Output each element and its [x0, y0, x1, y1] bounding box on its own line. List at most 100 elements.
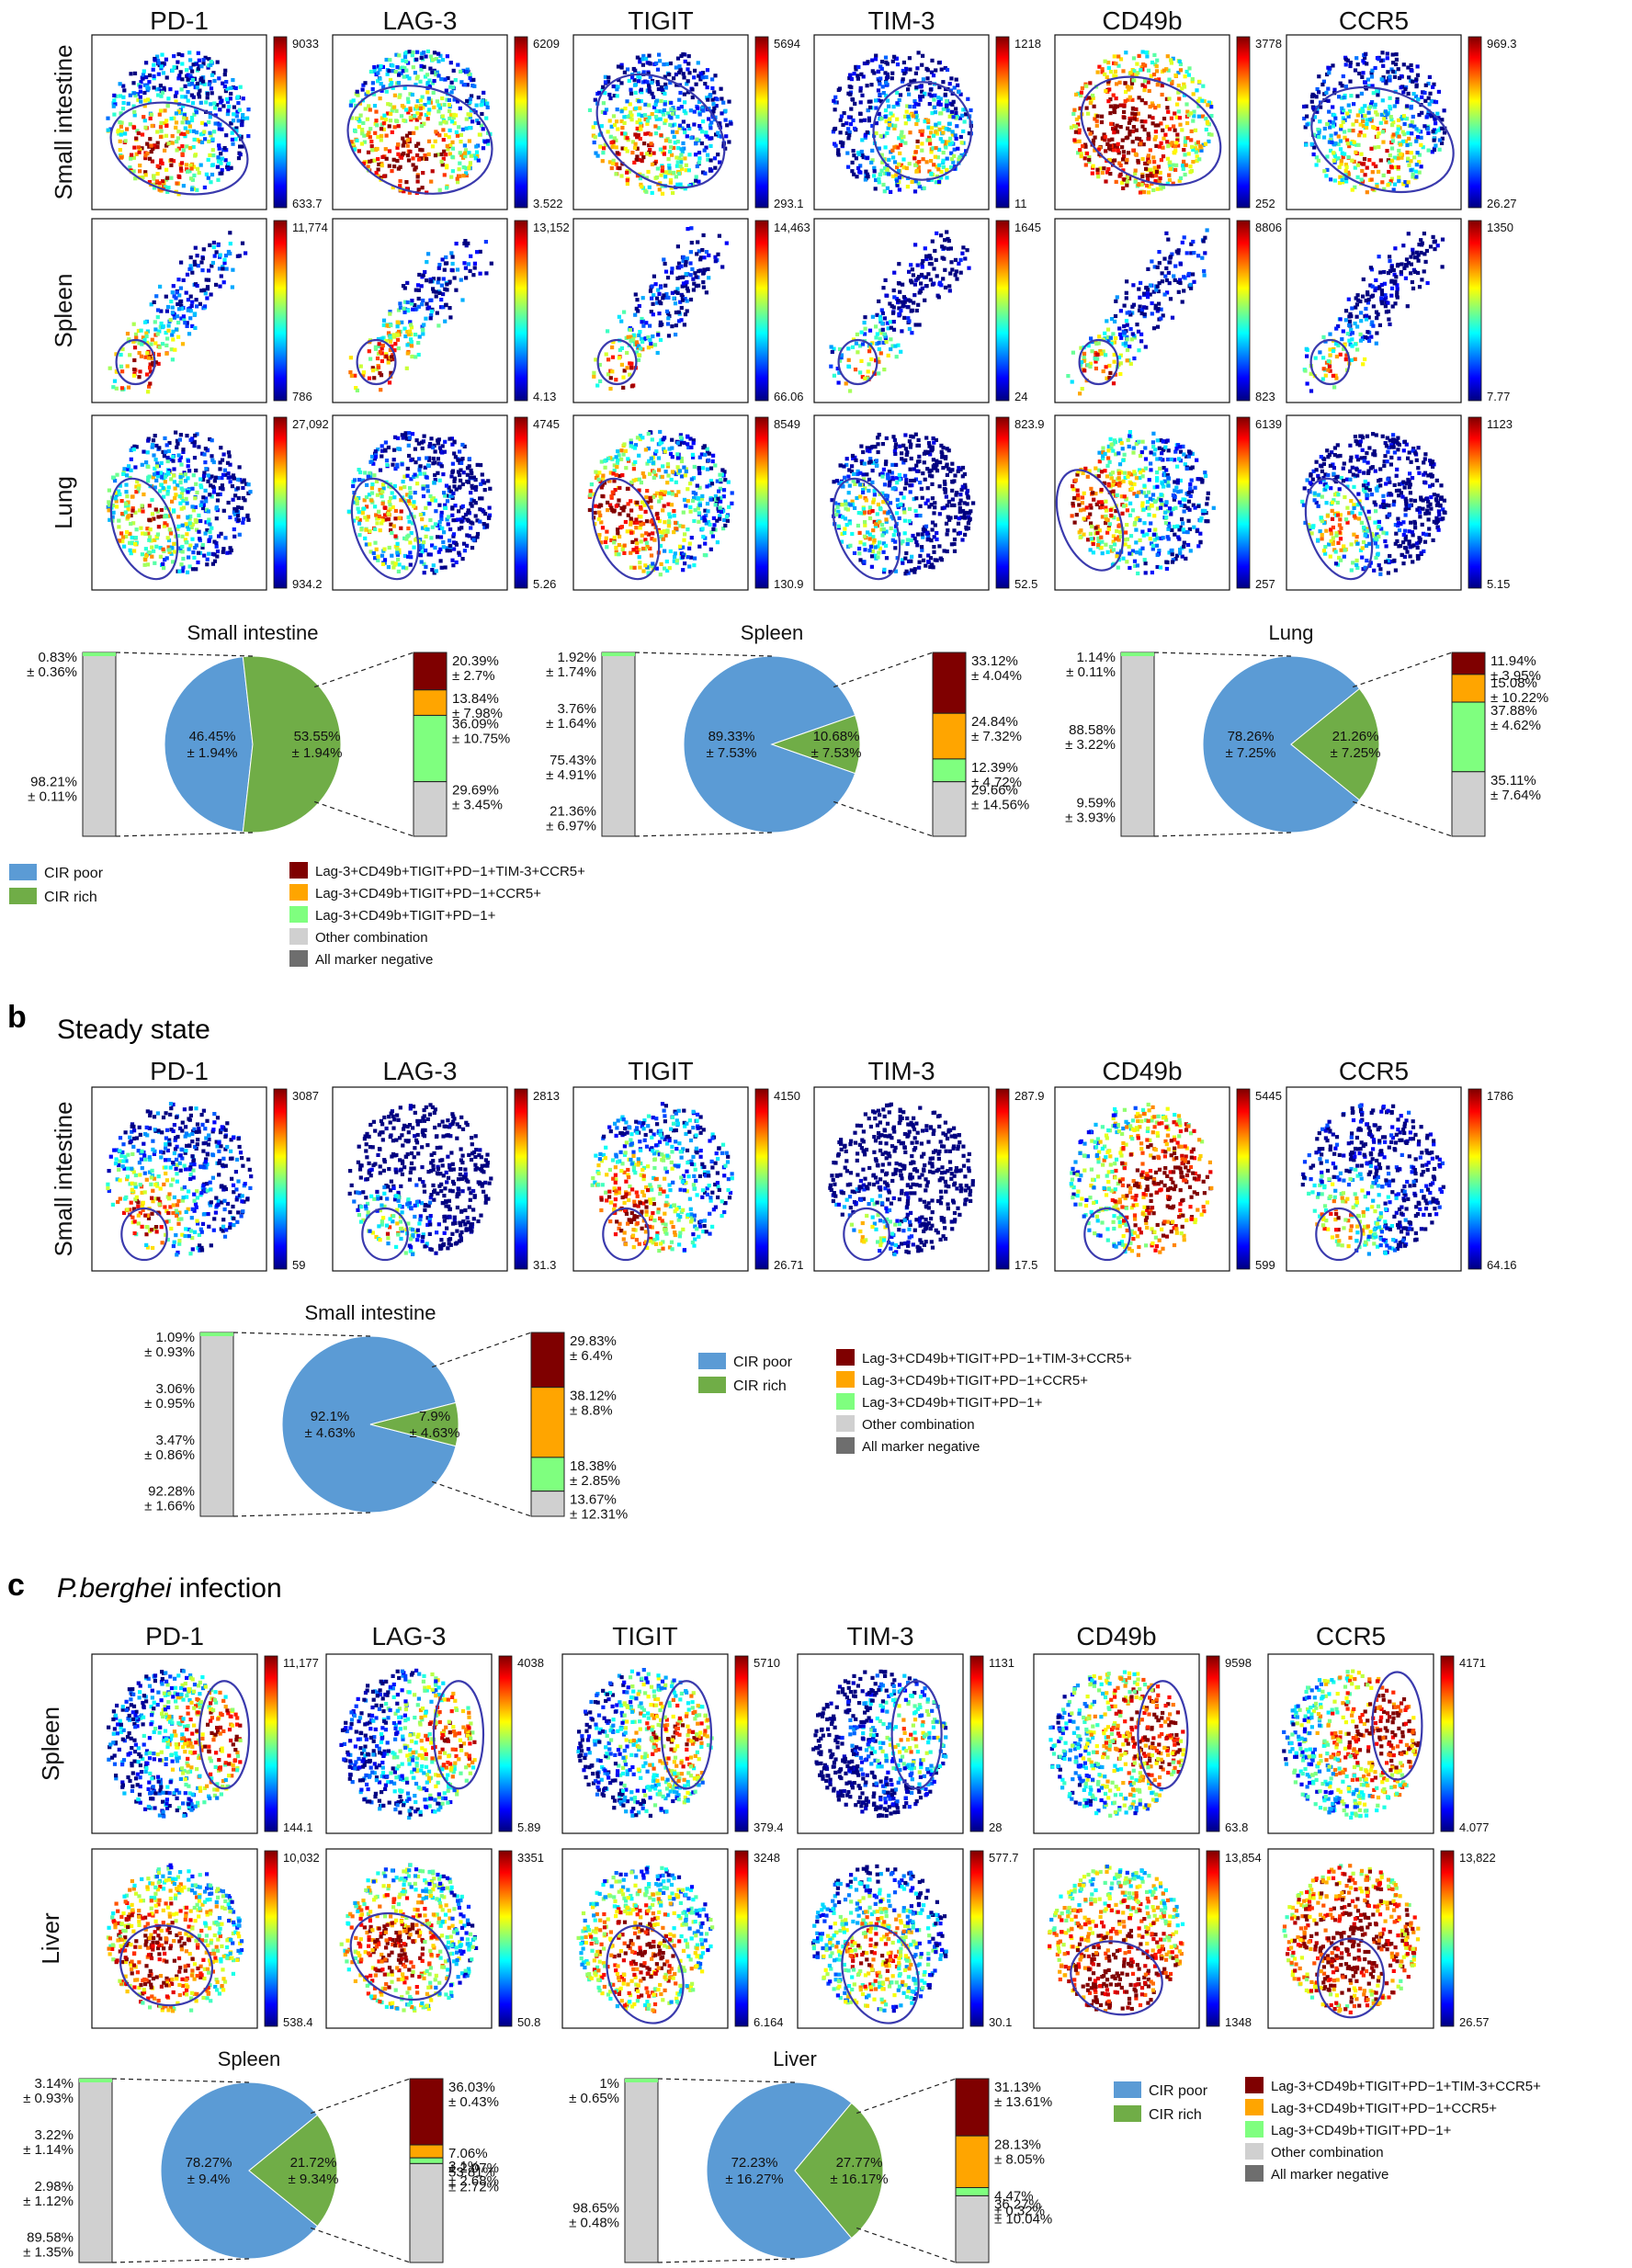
connector	[311, 2227, 411, 2263]
legend-swatch	[289, 862, 308, 879]
legend-swatch	[698, 1353, 726, 1369]
right-bar-error: ± 10.22%	[1490, 690, 1548, 706]
pie-label-poor-error: ± 1.94%	[187, 745, 238, 761]
tsne-points	[811, 1669, 948, 1819]
connector	[115, 832, 254, 837]
pie-label-rich-error: ± 4.63%	[410, 1425, 460, 1441]
tsne-points	[1282, 1864, 1421, 2014]
connector	[833, 800, 934, 837]
pie-label-poor: 78.27%	[186, 2155, 232, 2171]
colorbar-max: 13,152	[533, 221, 570, 234]
tsne-row-lung: Lung 27,092 934.2 4745 5.26 8549 130.9 823.9 52.…	[50, 414, 1513, 591]
row-label: Liver	[37, 1912, 64, 1965]
gate-ellipse	[109, 477, 179, 581]
colorbar	[498, 1850, 513, 2027]
pie-label-poor-error: ± 7.53%	[707, 745, 757, 761]
gate-ellipse	[1304, 477, 1374, 581]
pie-label-poor-error: ± 16.27%	[725, 2172, 783, 2187]
legend-swatch	[289, 950, 308, 967]
right-bar-error: ± 7.32%	[971, 729, 1022, 744]
legend-label: Lag-3+CD49b+TIGIT+PD−1+	[862, 1395, 1043, 1411]
pie-breakdown: Small intestine 20.39%± 2.7% 13.84%± 7.98%…	[27, 621, 510, 837]
colorbar-min: 4.077	[1459, 1820, 1490, 1834]
colorbar-max: 1645	[1014, 221, 1041, 234]
gate-ellipse	[1315, 1207, 1363, 1262]
tsne-tile: 5445 599	[1054, 1086, 1282, 1272]
left-bar-value: 9.59%	[1076, 795, 1116, 811]
right-bar-value: 11.94%	[1490, 653, 1536, 669]
pie-label-rich: 21.72%	[290, 2155, 337, 2171]
tsne-points	[1300, 432, 1447, 576]
gate-ellipse	[1309, 338, 1351, 386]
left-bar	[78, 2078, 113, 2263]
legend-swatch	[289, 906, 308, 923]
colorbar	[1468, 1088, 1482, 1270]
tsne-tile: 10,032 538.4	[91, 1848, 320, 2029]
gate-ellipse	[1078, 338, 1119, 386]
legend-swatch	[9, 888, 37, 904]
marker-header: CCR5	[1339, 6, 1409, 35]
pie-breakdown: Lung 11.94%± 3.95%15.08%± 10.22%37.88%± 4…	[1065, 621, 1548, 837]
colorbar-min: 50.8	[517, 2015, 540, 2029]
colorbar	[754, 416, 769, 589]
tsne-tile: 4171 4.077	[1267, 1653, 1490, 1834]
right-bar-segment	[530, 1491, 565, 1517]
connector	[833, 652, 934, 688]
colorbar-max: 9598	[1225, 1656, 1252, 1670]
connector	[657, 2078, 796, 2083]
right-bar-error: ± 2.72%	[448, 2179, 499, 2194]
colorbar-min: 6.164	[754, 2015, 784, 2029]
colorbar-max: 3351	[517, 1851, 544, 1865]
left-bar-value: 1.09%	[155, 1330, 195, 1345]
colorbar-max: 4171	[1459, 1656, 1486, 1670]
pie-label-rich-error: ± 9.34%	[289, 2172, 339, 2187]
right-bar-error: ± 4.72%	[971, 775, 1022, 790]
colorbar-max: 8549	[774, 417, 800, 431]
right-bar-value: 35.11%	[1490, 773, 1536, 788]
pie-title: Spleen	[741, 621, 804, 644]
right-bar-error: ± 13.61%	[994, 2094, 1052, 2110]
right-bar-value: 13.84%	[452, 691, 499, 707]
legend-swatch	[1245, 2165, 1264, 2182]
tile-frame	[572, 218, 749, 403]
connector	[432, 1332, 532, 1368]
panel-b-letter: b	[7, 1000, 27, 1035]
colorbar	[754, 36, 769, 209]
left-bar-value: 2.98%	[34, 2179, 74, 2194]
marker-header: PD-1	[150, 6, 209, 35]
panel-c-title-organism: P.berghei	[57, 1573, 173, 1604]
colorbar-max: 13,854	[1225, 1851, 1262, 1865]
tsne-tile: 823.9 52.5	[813, 414, 1045, 591]
colorbar-min: 1348	[1225, 2015, 1252, 2029]
pie-slice-cir-poor	[281, 1335, 457, 1514]
colorbar-max: 10,032	[283, 1851, 320, 1865]
legend-label: All marker negative	[315, 952, 433, 968]
gate-ellipse	[1055, 469, 1125, 572]
tsne-tile: 969.3 26.27	[1286, 34, 1517, 210]
legend-label: Lag-3+CD49b+TIGIT+PD−1+	[1271, 2123, 1452, 2138]
colorbar-min: 17.5	[1014, 1258, 1037, 1272]
colorbar-min: 823	[1255, 390, 1275, 403]
tsne-tile: 577.7 30.1	[797, 1848, 1019, 2029]
marker-header: TIGIT	[628, 1057, 694, 1085]
colorbar	[1236, 220, 1251, 402]
legend-label: Lag-3+CD49b+TIGIT+PD−1+TIM-3+CCR5+	[862, 1351, 1132, 1366]
pie-title: Spleen	[218, 2047, 281, 2070]
tsne-tile: 3087 59	[91, 1086, 319, 1272]
connector	[232, 1332, 371, 1337]
right-bar-value: 20.39%	[452, 653, 499, 669]
colorbar	[754, 220, 769, 402]
left-bar	[624, 2078, 659, 2263]
legend-label: Other combination	[862, 1417, 975, 1433]
pie-slice-cir-rich	[369, 1401, 459, 1447]
colorbar-max: 287.9	[1014, 1089, 1045, 1103]
colorbar-min: 66.06	[774, 390, 804, 403]
tsne-tile: 9033 633.7	[91, 34, 323, 210]
pie-label-rich: 7.9%	[419, 1409, 450, 1424]
left-bar-error: ± 0.48%	[569, 2216, 619, 2231]
connector	[1153, 832, 1292, 837]
tsne-tile: 13,152 4.13	[332, 218, 570, 403]
right-bar-segment	[1451, 674, 1486, 703]
